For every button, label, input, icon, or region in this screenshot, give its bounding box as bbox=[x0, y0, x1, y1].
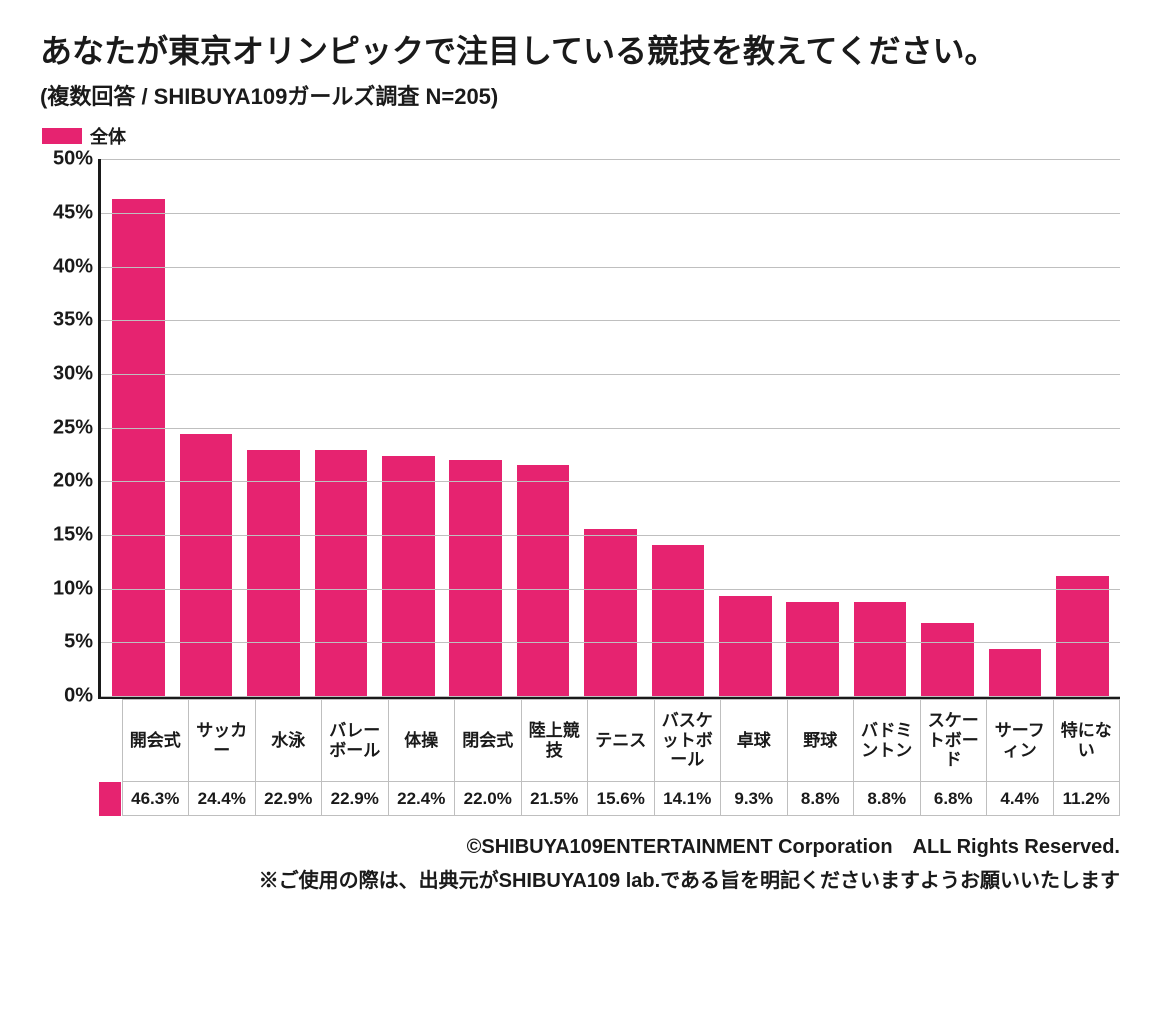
gridline bbox=[101, 696, 1120, 697]
bar bbox=[584, 529, 637, 697]
value-cell: 46.3% bbox=[122, 782, 189, 816]
value-cell: 22.4% bbox=[388, 782, 455, 816]
value-cell: 14.1% bbox=[654, 782, 721, 816]
bar bbox=[449, 460, 502, 696]
category-cell: 水泳 bbox=[255, 700, 322, 782]
bar bbox=[652, 545, 705, 696]
bar bbox=[180, 434, 233, 696]
value-cell: 4.4% bbox=[987, 782, 1054, 816]
category-cell: 野球 bbox=[787, 700, 854, 782]
legend-swatch bbox=[42, 128, 82, 144]
bar bbox=[1056, 576, 1109, 696]
category-cell: スケートボード bbox=[920, 700, 987, 782]
category-cell: 卓球 bbox=[721, 700, 788, 782]
gridline bbox=[101, 428, 1120, 429]
category-cell: 開会式 bbox=[122, 700, 189, 782]
value-cell: 21.5% bbox=[521, 782, 588, 816]
bar bbox=[719, 596, 772, 696]
row-swatch-cell bbox=[98, 782, 122, 816]
ytick-label: 30% bbox=[53, 362, 93, 385]
value-cell: 15.6% bbox=[588, 782, 655, 816]
value-cell: 22.0% bbox=[455, 782, 522, 816]
chart-subtitle: (複数回答 / SHIBUYA109ガールズ調査 N=205) bbox=[40, 79, 1120, 111]
chart-area: 0%5%10%15%20%25%30%35%40%45%50% bbox=[98, 159, 1120, 699]
bar bbox=[315, 450, 368, 696]
bar bbox=[247, 450, 300, 696]
ytick-label: 20% bbox=[53, 470, 93, 493]
category-cell: 閉会式 bbox=[455, 700, 522, 782]
ytick-label: 5% bbox=[64, 631, 93, 654]
category-cell: 特にない bbox=[1053, 700, 1120, 782]
value-cell: 22.9% bbox=[255, 782, 322, 816]
gridline bbox=[101, 642, 1120, 643]
credits: ©SHIBUYA109ENTERTAINMENT Corporation ALL… bbox=[40, 830, 1120, 898]
credits-line-1: ©SHIBUYA109ENTERTAINMENT Corporation ALL… bbox=[40, 830, 1120, 864]
row-swatch bbox=[99, 782, 121, 816]
chart-title: あなたが東京オリンピックで注目している競技を教えてください。 bbox=[40, 30, 1120, 73]
category-cell: 陸上競技 bbox=[521, 700, 588, 782]
bar bbox=[112, 199, 165, 696]
category-cell: バスケットボール bbox=[654, 700, 721, 782]
gridline bbox=[101, 374, 1120, 375]
value-cell: 24.4% bbox=[189, 782, 256, 816]
bar bbox=[382, 456, 435, 697]
ytick-label: 45% bbox=[53, 201, 93, 224]
gridline bbox=[101, 320, 1120, 321]
category-cell: バレーボール bbox=[322, 700, 389, 782]
ytick-label: 40% bbox=[53, 255, 93, 278]
value-cell: 9.3% bbox=[721, 782, 788, 816]
data-table: 開会式サッカー水泳バレーボール体操閉会式陸上競技テニスバスケットボール卓球野球バ… bbox=[98, 699, 1120, 816]
row-header-blank bbox=[98, 700, 122, 782]
value-row: 46.3%24.4%22.9%22.9%22.4%22.0%21.5%15.6%… bbox=[98, 782, 1120, 816]
category-row: 開会式サッカー水泳バレーボール体操閉会式陸上競技テニスバスケットボール卓球野球バ… bbox=[98, 700, 1120, 782]
value-cell: 8.8% bbox=[854, 782, 921, 816]
plot-area: 0%5%10%15%20%25%30%35%40%45%50% bbox=[98, 159, 1120, 699]
legend: 全体 bbox=[42, 123, 1120, 149]
gridline bbox=[101, 589, 1120, 590]
bar bbox=[989, 649, 1042, 696]
legend-label: 全体 bbox=[90, 123, 126, 149]
category-cell: テニス bbox=[588, 700, 655, 782]
gridline bbox=[101, 159, 1120, 160]
bar bbox=[854, 602, 907, 697]
bar bbox=[517, 465, 570, 696]
gridline bbox=[101, 267, 1120, 268]
credits-line-2: ※ご使用の際は、出典元がSHIBUYA109 lab.である旨を明記くださいます… bbox=[40, 864, 1120, 898]
ytick-label: 15% bbox=[53, 524, 93, 547]
bar bbox=[786, 602, 839, 697]
ytick-label: 10% bbox=[53, 577, 93, 600]
category-cell: サーフィン bbox=[987, 700, 1054, 782]
category-cell: バドミントン bbox=[854, 700, 921, 782]
value-cell: 6.8% bbox=[920, 782, 987, 816]
value-cell: 22.9% bbox=[322, 782, 389, 816]
category-cell: 体操 bbox=[388, 700, 455, 782]
gridline bbox=[101, 213, 1120, 214]
ytick-label: 0% bbox=[64, 685, 93, 708]
ytick-label: 50% bbox=[53, 148, 93, 171]
gridline bbox=[101, 481, 1120, 482]
gridline bbox=[101, 535, 1120, 536]
value-cell: 11.2% bbox=[1053, 782, 1120, 816]
category-cell: サッカー bbox=[189, 700, 256, 782]
ytick-label: 25% bbox=[53, 416, 93, 439]
value-cell: 8.8% bbox=[787, 782, 854, 816]
bar bbox=[921, 623, 974, 696]
ytick-label: 35% bbox=[53, 309, 93, 332]
